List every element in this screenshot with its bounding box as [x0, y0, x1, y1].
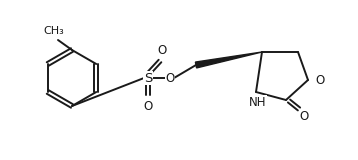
Text: S: S [144, 72, 152, 84]
Text: CH₃: CH₃ [44, 26, 64, 36]
Text: O: O [165, 72, 175, 84]
Text: O: O [315, 73, 325, 87]
Text: NH: NH [249, 96, 267, 108]
Text: O: O [299, 109, 309, 123]
Text: O: O [143, 100, 153, 112]
Text: O: O [158, 44, 166, 56]
Polygon shape [195, 52, 262, 68]
